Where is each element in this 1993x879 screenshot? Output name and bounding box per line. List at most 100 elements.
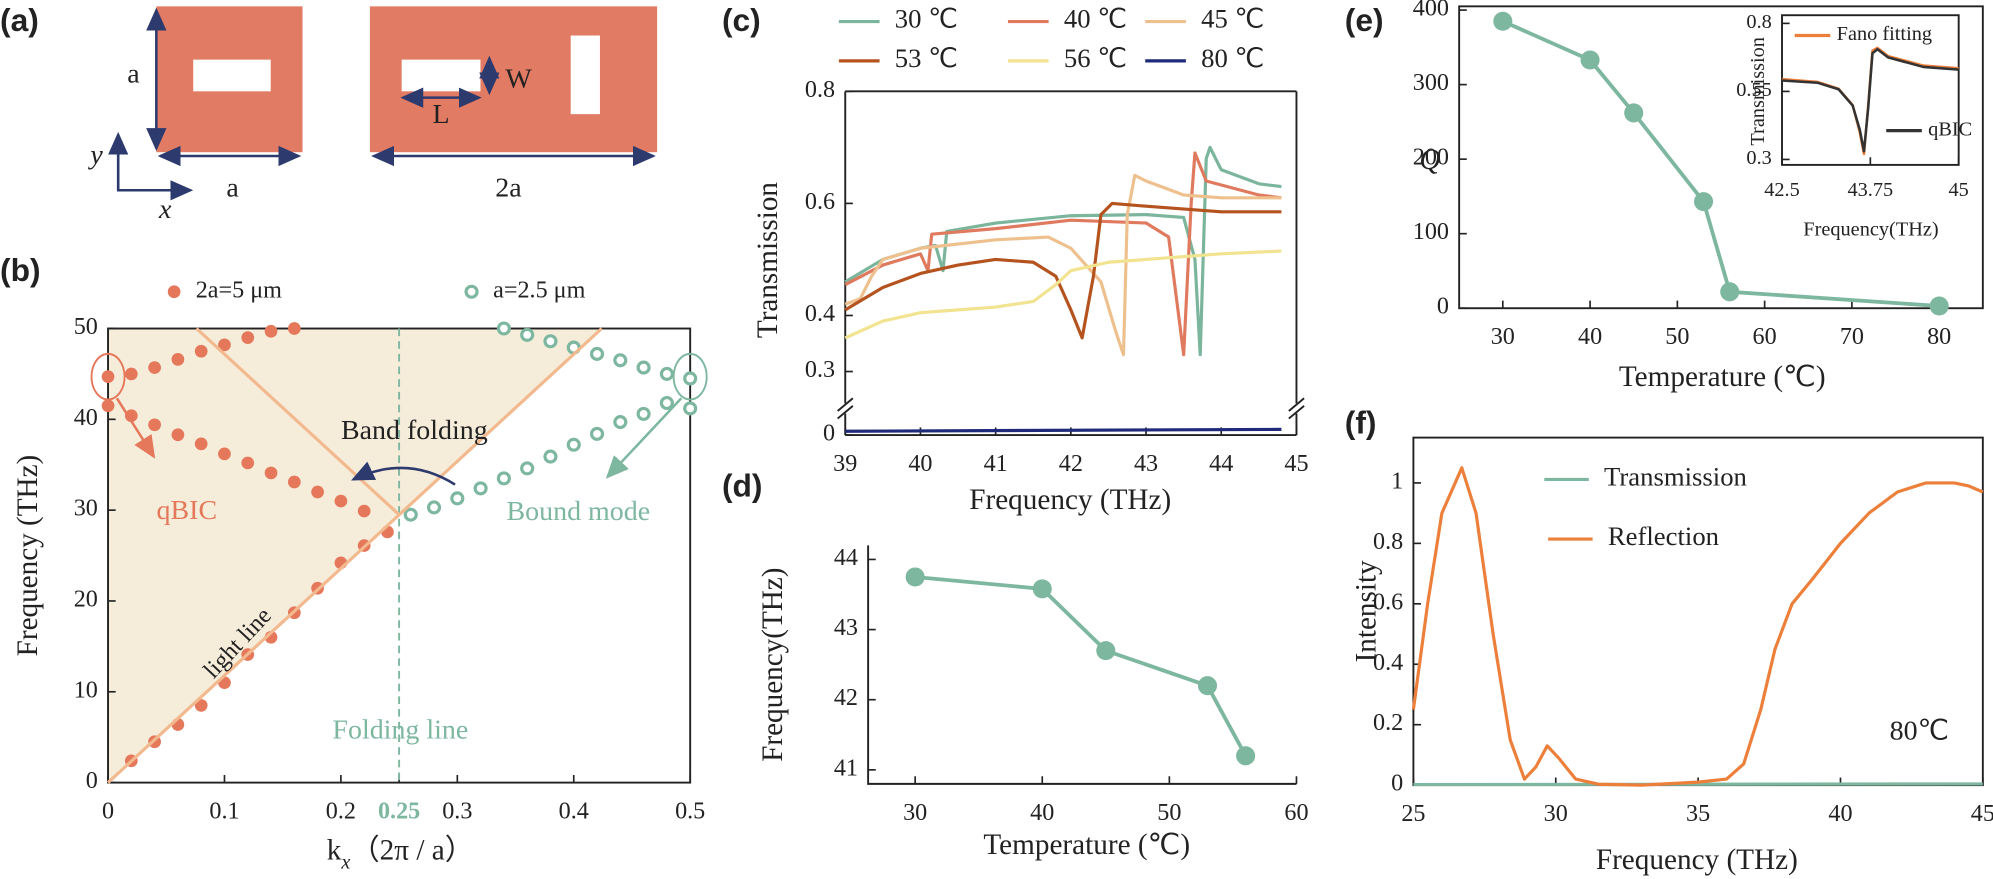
x-tick-label: 60 (1753, 324, 1777, 350)
data-point (357, 504, 371, 518)
arrow (351, 461, 456, 486)
dimension-label: a (226, 173, 239, 204)
data-point (1580, 50, 1600, 70)
x-axis-label-part: （2π / a） (350, 834, 474, 866)
x-axis-label: Temperature (℃) (983, 829, 1190, 861)
axis-line (867, 545, 1297, 785)
panel-label: (d) (722, 468, 763, 504)
y-tick-label: 0.55 (1736, 79, 1772, 101)
data-point (194, 344, 208, 358)
x-axis-label: Frequency (THz) (1596, 844, 1798, 876)
data-point (171, 428, 185, 442)
data-point (1032, 579, 1052, 599)
data-point (403, 507, 418, 522)
axis-break (1288, 397, 1305, 412)
legend-label: Transmission (1604, 462, 1747, 492)
axis-break (837, 397, 854, 412)
y-tick-label: 43 (834, 615, 858, 641)
x-axis-label-part: x (340, 851, 350, 873)
legend-label: 30 ℃ (895, 4, 958, 34)
x-tick-label: 30 (1544, 801, 1568, 827)
x-tick-label: 44 (1209, 451, 1233, 477)
x-axis-label: kx（2π / a） (327, 834, 474, 873)
x-tick-label: 42.5 (1764, 179, 1800, 201)
x-tick-label: 45 (1971, 801, 1993, 827)
data-point (218, 447, 231, 461)
y-tick-label: 0.8 (805, 77, 835, 103)
series-line (1502, 19, 1940, 308)
y-axis-label: Transmission (752, 182, 784, 338)
y-tick-label: 41 (834, 755, 858, 781)
axis-name: y (87, 140, 103, 171)
data-point (473, 481, 488, 496)
legend-label: 56 ℃ (1064, 43, 1127, 73)
data-point (287, 322, 301, 335)
y-tick-label: 200 (1413, 145, 1449, 171)
data-point (264, 324, 278, 338)
data-point (241, 456, 255, 470)
x-axis-label-part: k (327, 834, 342, 866)
dimension-label: W (505, 64, 532, 95)
x-tick-label: 0.5 (675, 799, 705, 825)
panel-label: (f) (1345, 404, 1377, 440)
y-tick-label: 42 (834, 685, 858, 711)
x-tick-label: 0 (102, 799, 114, 825)
data-point (659, 395, 674, 411)
data-point (613, 353, 628, 368)
data-point (124, 367, 138, 381)
x-tick-label: 40 (1828, 801, 1852, 827)
slot (193, 59, 271, 92)
series-line (845, 427, 1282, 433)
data-point (1096, 641, 1116, 661)
schematic: (a) a a 2a W L y x (0, 2, 658, 225)
data-point (124, 409, 138, 423)
x-tick-label: 40 (908, 451, 932, 477)
y-axis-label: Q (1419, 144, 1440, 176)
data-point (905, 567, 925, 587)
y-tick-label: 0.4 (805, 301, 835, 327)
data-point (1694, 192, 1714, 212)
data-point (1624, 103, 1644, 123)
annotation: Folding line (332, 714, 468, 745)
y-tick-label: 0.8 (1746, 11, 1771, 33)
data-point (636, 360, 651, 375)
y-tick-label: 1 (1391, 468, 1403, 494)
x-tick-label: 25 (1401, 801, 1425, 827)
y-tick-label: 0.2 (1373, 710, 1403, 736)
data-point (589, 346, 605, 361)
slot (401, 59, 481, 92)
legend-label: 40 ℃ (1064, 4, 1127, 34)
x-tick-label: 30 (1491, 324, 1515, 350)
legend-label: qBIC (1928, 118, 1972, 140)
y-tick-label: 40 (74, 405, 98, 431)
data-point (194, 437, 208, 451)
data-point (520, 461, 535, 476)
slot (570, 35, 600, 115)
data-point (566, 437, 581, 452)
x-tick-label: 42 (1059, 451, 1083, 477)
y-tick-label: 100 (1413, 219, 1449, 245)
series-line (1781, 47, 1959, 153)
series-line (844, 249, 1282, 340)
data-point (101, 399, 115, 413)
data-point (1236, 746, 1256, 766)
data-point (496, 471, 511, 486)
x-tick-label: 40 (1030, 800, 1054, 826)
series-line (195, 327, 401, 516)
x-axis-label: Frequency (THz) (969, 484, 1171, 516)
series-line (1411, 466, 1984, 787)
annotation: Band folding (341, 415, 488, 446)
data-point (264, 466, 278, 480)
y-tick-label: 44 (834, 545, 858, 571)
x-tick-label: 43 (1134, 451, 1158, 477)
y-axis-label: Transmission (1747, 37, 1769, 146)
series-line (844, 173, 1282, 357)
legend-marker (167, 285, 181, 299)
legend-label: Fano fitting (1837, 23, 1932, 45)
y-tick-label: 50 (74, 314, 98, 340)
x-axis-label: Temperature (℃) (1619, 361, 1826, 393)
data-point (1197, 676, 1218, 696)
panel-label: (a) (0, 2, 39, 38)
